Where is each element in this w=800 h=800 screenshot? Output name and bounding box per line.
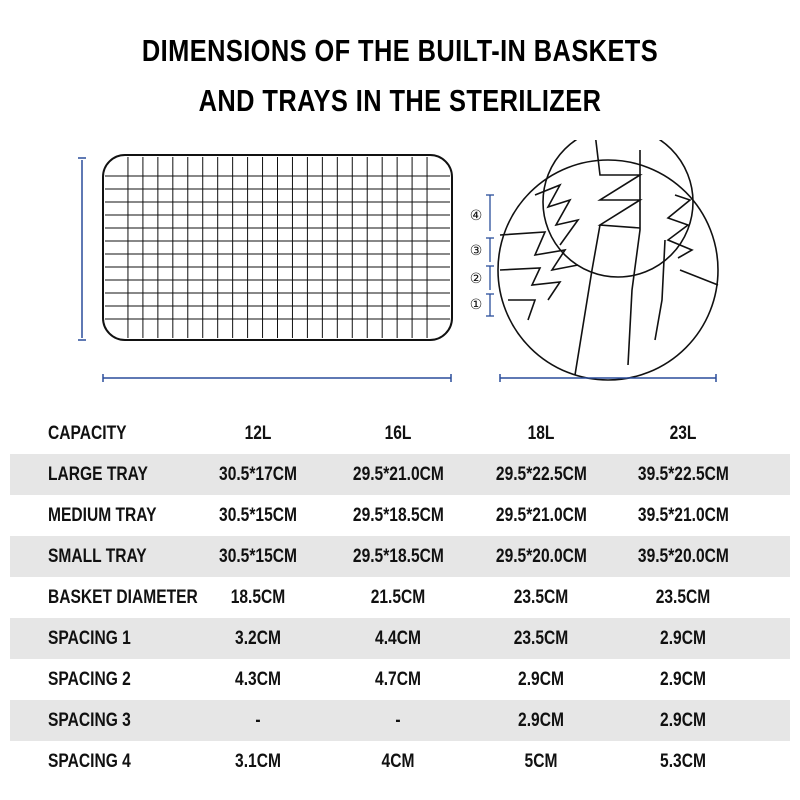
table-cell: 39.5*22.5CM [637, 464, 729, 485]
header-cell: 18L [527, 423, 555, 444]
table-cell: 18.5CM [230, 587, 286, 608]
tray-illustration [102, 154, 453, 341]
row-label: SPACING 3 [48, 710, 131, 731]
table-cell: 2.9CM [660, 628, 706, 649]
table-cell: 39.5*21.0CM [637, 505, 729, 526]
table-cell: 2.9CM [660, 669, 706, 690]
row-label: MEDIUM TRAY [48, 505, 157, 526]
header-cell: 16L [384, 423, 412, 444]
table-cell: 2.9CM [660, 710, 706, 731]
page-title-line-1: DIMENSIONS OF THE BUILT-IN BASKETS [141, 33, 659, 68]
table-row: SPACING 4 3.1CM 4CM 5CM 5.3CM [10, 741, 790, 782]
header-cell: 12L [244, 423, 272, 444]
table-cell: - [255, 710, 261, 731]
spacing-marker-1: ① [470, 297, 483, 313]
table-header-row: CAPACITY 12L 16L 18L 23L [10, 413, 790, 454]
table-cell: 4.4CM [375, 628, 421, 649]
row-label: LARGE TRAY [48, 464, 148, 485]
spacing-marker-3: ③ [470, 243, 483, 259]
table-cell: 5CM [524, 751, 558, 772]
table-row: SPACING 3 - - 2.9CM 2.9CM [10, 700, 790, 741]
table-cell: 29.5*21.0CM [495, 505, 587, 526]
table-cell: 4.3CM [235, 669, 281, 690]
row-label: SPACING 4 [48, 751, 131, 772]
table-row: SPACING 2 4.3CM 4.7CM 2.9CM 2.9CM [10, 659, 790, 700]
table-cell: 2.9CM [518, 710, 564, 731]
table-cell: - [395, 710, 401, 731]
table-cell: 29.5*20.0CM [495, 546, 587, 567]
row-label: SMALL TRAY [48, 546, 147, 567]
header-cell: 23L [669, 423, 697, 444]
table-cell: 29.5*22.5CM [495, 464, 587, 485]
table-cell: 2.9CM [518, 669, 564, 690]
basket-illustration [497, 140, 719, 381]
table-cell: 4CM [381, 751, 415, 772]
table-cell: 3.2CM [235, 628, 281, 649]
table-cell: 23.5CM [513, 587, 569, 608]
dimensions-table: CAPACITY 12L 16L 18L 23L LARGE TRAY 30.5*… [10, 413, 790, 782]
basket-diameter-dimension [499, 374, 717, 382]
spacing-arrows [486, 194, 494, 317]
row-label: BASKET DIAMETER [48, 587, 198, 608]
table-cell: 29.5*18.5CM [352, 546, 444, 567]
row-label: SPACING 2 [48, 669, 131, 690]
table-cell: 30.5*15CM [219, 546, 297, 567]
table-cell: 4.7CM [375, 669, 421, 690]
header-capacity-label: CAPACITY [48, 423, 127, 444]
table-row: BASKET DIAMETER 18.5CM 21.5CM 23.5CM 23.5CM [10, 577, 790, 618]
row-label: SPACING 1 [48, 628, 131, 649]
spacing-markers: ④ ③ ② ① [470, 194, 494, 317]
table-cell: 5.3CM [660, 751, 706, 772]
spacing-marker-2: ② [470, 271, 483, 287]
basket-tray-diagram: ④ ③ ② ① [78, 140, 719, 382]
table-cell: 30.5*15CM [219, 505, 297, 526]
tray-grid-lines [105, 157, 450, 338]
page-title-line-2: AND TRAYS IN THE STERILIZER [198, 83, 602, 118]
table-row: SMALL TRAY 30.5*15CM 29.5*18.5CM 29.5*20.0C… [10, 536, 790, 577]
table-cell: 21.5CM [370, 587, 426, 608]
table-row: LARGE TRAY 30.5*17CM 29.5*21.0CM 29.5*22.5C… [10, 454, 790, 495]
tray-width-dimension [102, 374, 452, 382]
table-cell: 29.5*21.0CM [352, 464, 444, 485]
table-cell: 3.1CM [235, 751, 281, 772]
table-cell: 30.5*17CM [219, 464, 297, 485]
table-row: SPACING 1 3.2CM 4.4CM 23.5CM 2.9CM [10, 618, 790, 659]
table-cell: 23.5CM [655, 587, 711, 608]
table-cell: 29.5*18.5CM [352, 505, 444, 526]
spacing-marker-4: ④ [470, 208, 483, 224]
table-cell: 39.5*20.0CM [637, 546, 729, 567]
table-cell: 23.5CM [513, 628, 569, 649]
table-row: MEDIUM TRAY 30.5*15CM 29.5*18.5CM 29.5*21.0… [10, 495, 790, 536]
tray-height-dimension [78, 157, 86, 341]
